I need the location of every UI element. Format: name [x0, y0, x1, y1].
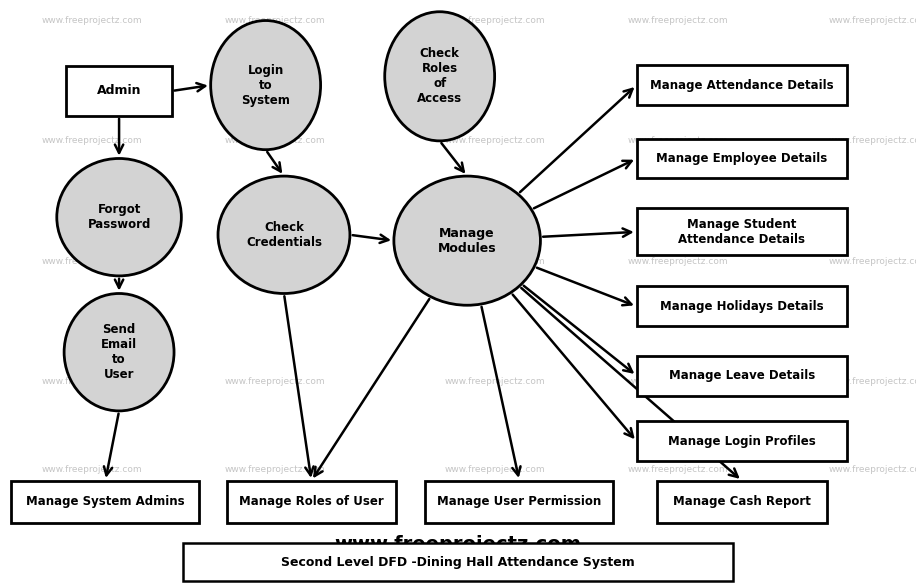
Text: www.freeprojectz.com: www.freeprojectz.com: [224, 377, 325, 386]
FancyBboxPatch shape: [12, 481, 199, 523]
Text: www.freeprojectz.com: www.freeprojectz.com: [41, 16, 142, 25]
Text: www.freeprojectz.com: www.freeprojectz.com: [41, 257, 142, 266]
Text: Manage Login Profiles: Manage Login Profiles: [668, 435, 816, 448]
Text: www.freeprojectz.com: www.freeprojectz.com: [224, 136, 325, 146]
Text: Manage Cash Report: Manage Cash Report: [673, 495, 811, 508]
Text: Manage Attendance Details: Manage Attendance Details: [650, 79, 834, 92]
FancyBboxPatch shape: [183, 543, 733, 581]
FancyBboxPatch shape: [637, 421, 847, 461]
Text: Manage
Modules: Manage Modules: [438, 227, 496, 255]
Text: Manage Student
Attendance Details: Manage Student Attendance Details: [679, 218, 805, 246]
Text: Manage Holidays Details: Manage Holidays Details: [660, 300, 823, 313]
Text: www.freeprojectz.com: www.freeprojectz.com: [444, 465, 545, 474]
Text: Manage Roles of User: Manage Roles of User: [239, 495, 384, 508]
Text: www.freeprojectz.com: www.freeprojectz.com: [627, 465, 728, 474]
Text: www.freeprojectz.com: www.freeprojectz.com: [829, 257, 916, 266]
Ellipse shape: [211, 21, 321, 150]
Ellipse shape: [394, 176, 540, 305]
Text: www.freeprojectz.com: www.freeprojectz.com: [627, 257, 728, 266]
Text: www.freeprojectz.com: www.freeprojectz.com: [627, 377, 728, 386]
Text: www.freeprojectz.com: www.freeprojectz.com: [627, 16, 728, 25]
Text: Second Level DFD -Dining Hall Attendance System: Second Level DFD -Dining Hall Attendance…: [281, 555, 635, 569]
Text: www.freeprojectz.com: www.freeprojectz.com: [41, 465, 142, 474]
FancyBboxPatch shape: [637, 139, 847, 178]
Text: www.freeprojectz.com: www.freeprojectz.com: [829, 16, 916, 25]
Text: www.freeprojectz.com: www.freeprojectz.com: [224, 16, 325, 25]
Text: Manage Employee Details: Manage Employee Details: [657, 152, 827, 165]
Text: www.freeprojectz.com: www.freeprojectz.com: [444, 257, 545, 266]
Text: www.freeprojectz.com: www.freeprojectz.com: [224, 465, 325, 474]
Text: www.freeprojectz.com: www.freeprojectz.com: [627, 136, 728, 146]
Text: www.freeprojectz.com: www.freeprojectz.com: [444, 377, 545, 386]
Ellipse shape: [57, 158, 181, 276]
Text: Manage User Permission: Manage User Permission: [437, 495, 602, 508]
Ellipse shape: [64, 294, 174, 411]
FancyBboxPatch shape: [67, 66, 172, 116]
FancyBboxPatch shape: [658, 481, 826, 523]
Text: www.freeprojectz.com: www.freeprojectz.com: [444, 136, 545, 146]
Ellipse shape: [218, 176, 350, 294]
Text: www.freeprojectz.com: www.freeprojectz.com: [444, 16, 545, 25]
Text: www.freeprojectz.com: www.freeprojectz.com: [829, 377, 916, 386]
FancyBboxPatch shape: [637, 356, 847, 396]
FancyBboxPatch shape: [425, 481, 613, 523]
Text: www.freeprojectz.com: www.freeprojectz.com: [41, 377, 142, 386]
Text: www.freeprojectz.com: www.freeprojectz.com: [41, 136, 142, 146]
Text: Forgot
Password: Forgot Password: [87, 203, 151, 231]
Text: www.freeprojectz.com: www.freeprojectz.com: [224, 257, 325, 266]
Ellipse shape: [385, 12, 495, 141]
Text: Manage Leave Details: Manage Leave Details: [669, 369, 815, 382]
Text: www.freeprojectz.com: www.freeprojectz.com: [334, 535, 582, 554]
Text: www.freeprojectz.com: www.freeprojectz.com: [829, 465, 916, 474]
Text: Admin: Admin: [97, 85, 141, 97]
Text: Check
Credentials: Check Credentials: [246, 221, 322, 249]
Text: Manage System Admins: Manage System Admins: [26, 495, 185, 508]
FancyBboxPatch shape: [637, 208, 847, 255]
Text: Check
Roles
of
Access: Check Roles of Access: [417, 48, 463, 105]
Text: Send
Email
to
User: Send Email to User: [101, 323, 137, 381]
FancyBboxPatch shape: [637, 65, 847, 105]
FancyBboxPatch shape: [227, 481, 396, 523]
Text: www.freeprojectz.com: www.freeprojectz.com: [829, 136, 916, 146]
FancyBboxPatch shape: [637, 286, 847, 326]
Text: Login
to
System: Login to System: [241, 63, 290, 107]
